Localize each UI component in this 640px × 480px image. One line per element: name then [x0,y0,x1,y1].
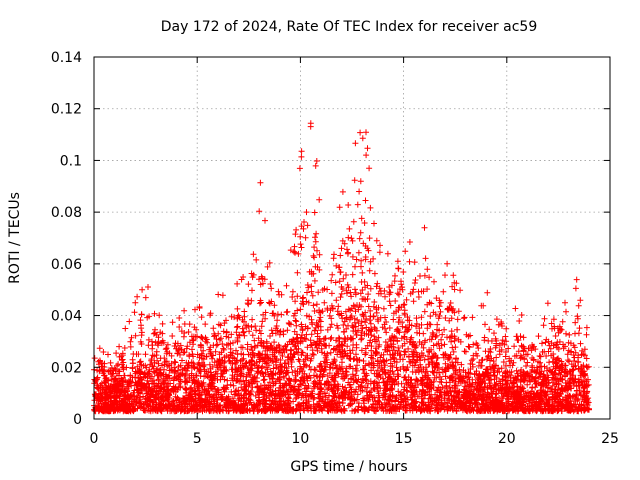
y-tick-label: 0.06 [51,257,82,273]
grid-lines [94,57,610,419]
x-axis-label: GPS time / hours [290,459,407,475]
y-tick-label: 0 [73,412,82,428]
x-tick-label: 25 [601,431,619,447]
x-tick-label: 20 [498,431,516,447]
x-tick-label: 5 [193,431,202,447]
data-points [91,120,592,415]
plot-frame [93,56,611,420]
y-tick-label: 0.02 [51,360,82,376]
roti-point-cloud [91,120,592,415]
x-tick-label: 0 [90,431,99,447]
y-tick-label: 0.1 [60,153,82,169]
y-tick-label: 0.14 [51,50,82,66]
y-tick-label: 0.04 [51,309,82,325]
x-tick-label: 10 [291,431,309,447]
y-tick-label: 0.08 [51,205,82,221]
x-tick-label: 15 [395,431,413,447]
y-axis-label: ROTI / TECUs [7,192,23,284]
y-tick-label: 0.12 [51,102,82,118]
chart-title: Day 172 of 2024, Rate Of TEC Index for r… [161,19,537,35]
axis-ticks: 0 5 10 15 20 25 0 0.02 0.04 0.06 0.08 0.1 0.12 0.14 [51,50,619,447]
